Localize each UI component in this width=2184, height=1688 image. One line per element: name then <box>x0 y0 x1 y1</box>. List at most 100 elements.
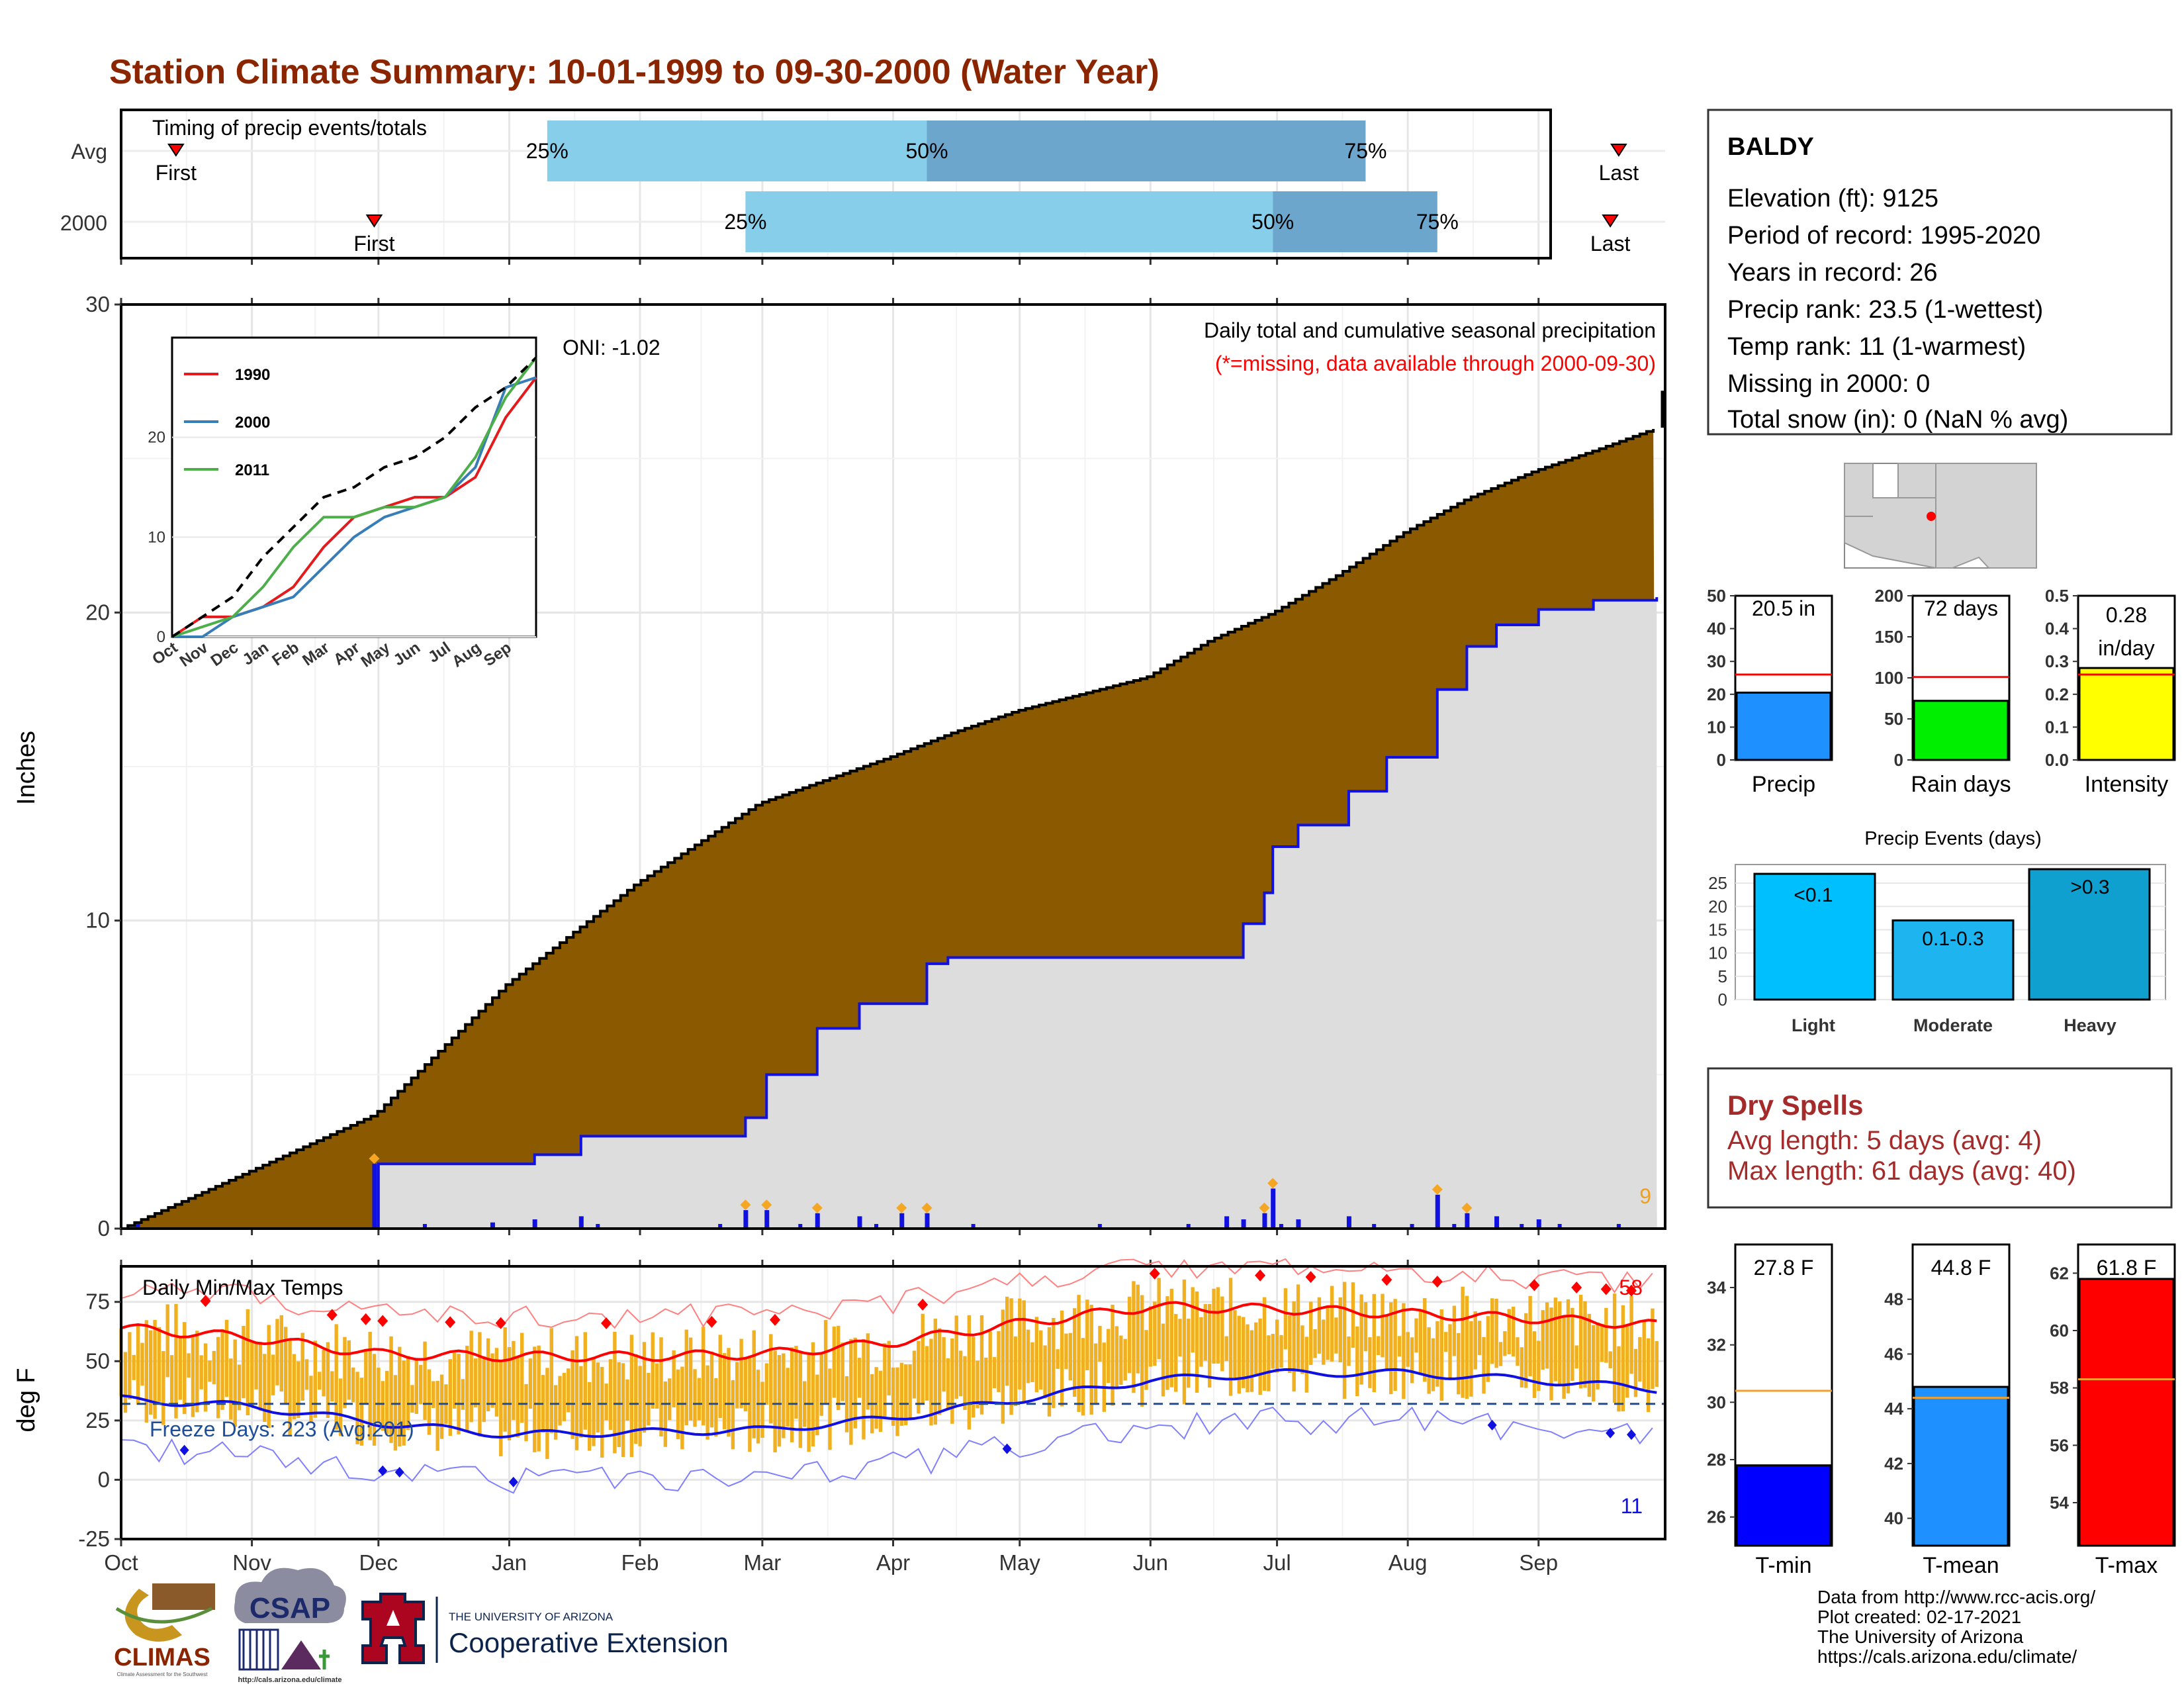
daily-temp-bar <box>819 1352 823 1416</box>
daily-temp-bar <box>271 1354 275 1395</box>
daily-temp-bar <box>1317 1297 1322 1354</box>
daily-temp-bar <box>849 1338 853 1445</box>
daily-temp-bar <box>596 1362 600 1433</box>
y-tick-label: 20 <box>1707 684 1726 704</box>
daily-precip-bar <box>596 1224 600 1229</box>
daily-temp-bar <box>288 1339 292 1436</box>
big-event-marker <box>1432 1184 1443 1195</box>
daily-temp-bar <box>1600 1324 1604 1362</box>
inset-line-average <box>171 356 537 638</box>
timing-marker-last <box>1610 144 1627 157</box>
freeze-days: Freeze Days: 223 (Avg:201) <box>150 1417 414 1441</box>
daily-temp-bar <box>1642 1321 1646 1389</box>
daily-temp-bar <box>1342 1282 1347 1399</box>
daily-temp-bar <box>258 1342 263 1411</box>
daily-temp-bar <box>1617 1346 1621 1412</box>
daily-temp-bar <box>1562 1315 1566 1399</box>
climas-logo-sub: Climate Assessment for the Southwest <box>117 1671 208 1677</box>
x-tick-label: Mar <box>743 1550 781 1575</box>
daily-temp-bar <box>904 1364 908 1426</box>
csap-logo-url: http://cals.arizona.edu/climate <box>238 1676 341 1684</box>
y-tick-label: 60 <box>2050 1321 2069 1340</box>
mini-bar <box>1735 1464 1832 1547</box>
daily-precip-bar <box>971 1224 976 1229</box>
station-temp-rank: Temp rank: 11 (1-warmest) <box>1727 333 2026 361</box>
y-tick-label: 0 <box>98 1216 110 1241</box>
daily-temp-bar <box>950 1338 954 1424</box>
y-tick-label: 10 <box>85 908 110 933</box>
daily-temp-bar <box>1199 1317 1203 1367</box>
daily-precip-bar <box>1616 1224 1621 1229</box>
daily-temp-bar <box>878 1370 883 1432</box>
daily-temp-bar <box>1254 1322 1258 1376</box>
daily-temp-bar <box>1612 1293 1617 1403</box>
timing-marker-first <box>167 144 185 157</box>
y-tick-label: 200 <box>1875 586 1903 606</box>
daily-temp-bar <box>1566 1299 1570 1393</box>
daily-temp-bar <box>300 1333 304 1401</box>
daily-temp-bar <box>1279 1335 1283 1368</box>
intensity-xlabel: Intensity <box>2085 772 2169 797</box>
daily-temp-bar <box>748 1358 752 1452</box>
daily-temp-bar <box>946 1358 950 1411</box>
daily-temp-bar <box>414 1358 419 1414</box>
timing-pct-label: 50% <box>1251 210 1294 234</box>
daily-temp-bar <box>992 1357 997 1389</box>
daily-temp-bar <box>165 1304 169 1378</box>
daily-temp-bar <box>482 1356 486 1423</box>
daily-temp-bar <box>516 1356 520 1438</box>
daily-temp-bar <box>954 1315 958 1399</box>
daily-temp-bar <box>1018 1298 1022 1390</box>
daily-temp-bar <box>224 1319 229 1397</box>
y-tick-label: 30 <box>1707 1392 1726 1412</box>
daily-temp-bar <box>625 1379 629 1421</box>
station-elevation: Elevation (ft): 9125 <box>1727 185 1938 212</box>
timing-title: Timing of precip events/totals <box>152 116 427 140</box>
daily-precip-bar <box>578 1216 584 1229</box>
daily-temp-bar <box>579 1366 583 1438</box>
y-tick-label: 25 <box>85 1408 110 1432</box>
record-high-marker <box>706 1315 717 1328</box>
daily-temp-bar <box>1448 1324 1452 1381</box>
y-tick-label: 58 <box>2050 1378 2069 1398</box>
daily-temp-bar <box>938 1328 942 1415</box>
inset-legend-label: 1990 <box>235 366 270 384</box>
daily-temp-bar <box>1148 1306 1153 1367</box>
daily-temp-bar <box>1313 1329 1317 1358</box>
y-tick-label: 28 <box>1707 1450 1726 1470</box>
daily-temp-bar <box>402 1360 406 1446</box>
precip-legend-line1: Daily total and cumulative seasonal prec… <box>1204 318 1656 342</box>
timing-bar-25-50 <box>547 120 927 181</box>
daily-temp-bar <box>1524 1313 1528 1388</box>
daily-temp-bar <box>1477 1321 1482 1356</box>
daily-temp-bar <box>1304 1336 1308 1393</box>
daily-temp-bar <box>457 1354 461 1434</box>
daily-temp-bar <box>702 1327 705 1426</box>
rain-days-label: 72 days <box>1924 596 1998 620</box>
big-event-marker <box>1267 1178 1279 1189</box>
daily-temp-bar <box>263 1354 267 1423</box>
daily-temp-bar <box>242 1325 246 1399</box>
daily-temp-bar <box>1355 1326 1359 1397</box>
timing-bar-25-50 <box>745 191 1273 252</box>
daily-precip-bar <box>1410 1224 1414 1229</box>
daily-temp-bar <box>570 1350 574 1439</box>
daily-temp-bar <box>1397 1336 1402 1357</box>
daily-precip-bar <box>764 1210 770 1229</box>
events-bar-heavy <box>2028 868 2151 1001</box>
daily-temp-bar <box>1646 1338 1651 1413</box>
daily-precip-bar <box>1372 1224 1377 1229</box>
record-high-marker <box>326 1309 338 1321</box>
record-high-marker <box>1432 1276 1443 1288</box>
daily-temp-bar <box>1093 1343 1098 1405</box>
daily-temp-bar <box>389 1336 393 1443</box>
daily-temp-bar <box>655 1363 659 1409</box>
daily-temp-bar <box>1629 1295 1633 1374</box>
daily-temp-bar <box>1081 1338 1085 1416</box>
dry-spells-max: Max length: 61 days (avg: 40) <box>1727 1156 2076 1186</box>
daily-temp-bar <box>562 1373 567 1421</box>
footer-url: https://cals.arizona.edu/climate/ <box>1817 1646 2077 1667</box>
daily-precip-bar <box>372 1164 377 1229</box>
daily-temp-bar <box>195 1331 199 1413</box>
